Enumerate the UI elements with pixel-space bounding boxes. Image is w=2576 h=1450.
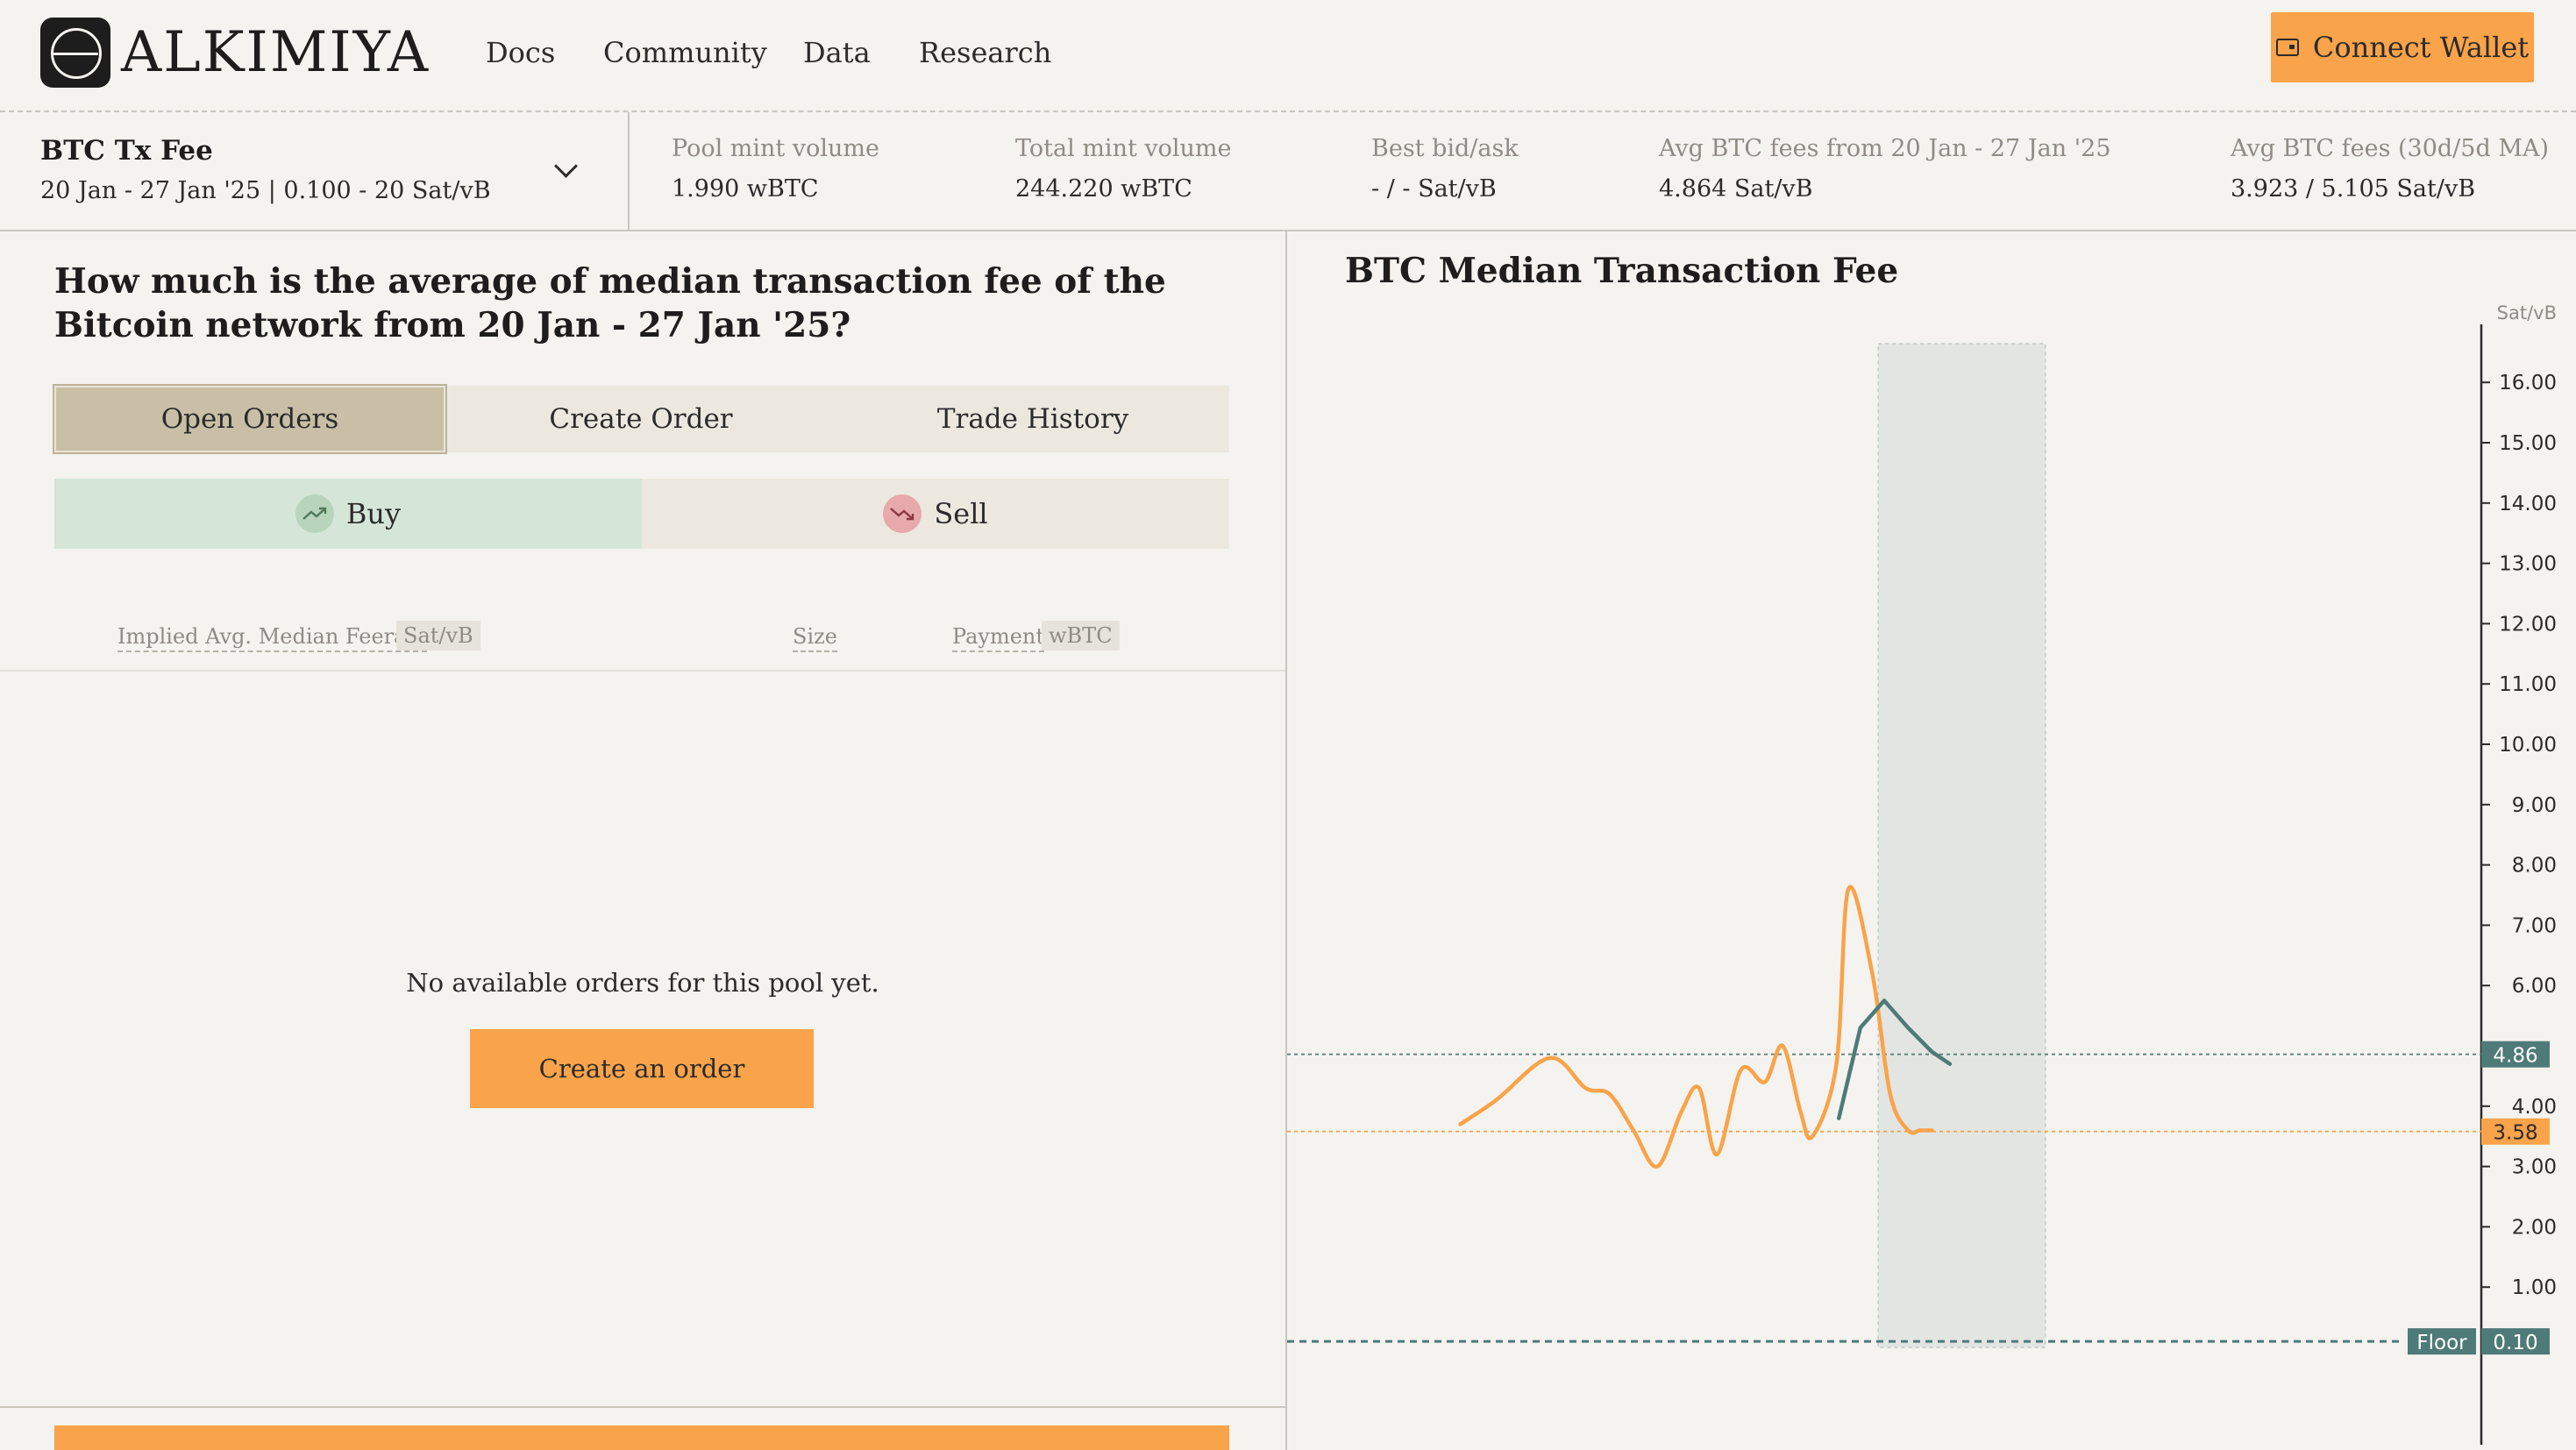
settlement-period-band	[1877, 343, 2046, 1348]
reference-value-badge	[2481, 1041, 2550, 1068]
connect-wallet-label: Connect Wallet	[2312, 31, 2530, 64]
stat-value: 4.864 Sat/vB	[1659, 175, 1813, 203]
stat-label: Total mint volume	[1015, 135, 1232, 162]
y-tick-label: 15.00	[2499, 432, 2557, 455]
stat-avg-btc-fees-ma: Avg BTC fees (30d/5d MA) 3.923 / 5.105 S…	[2231, 133, 2549, 205]
header-divider	[0, 670, 1285, 672]
logo-line	[53, 53, 98, 55]
tab-create-order[interactable]: Create Order	[549, 403, 733, 435]
chevron-down-icon[interactable]	[554, 154, 578, 178]
reference-value-badge	[2481, 1328, 2550, 1355]
y-axis-unit-label: Sat/vB	[2497, 302, 2557, 323]
payment-unit-tag: wBTC	[1042, 621, 1120, 650]
stat-label: Pool mint volume	[672, 135, 879, 162]
stat-value: 244.220 wBTC	[1015, 175, 1192, 203]
brand-name[interactable]: ALKIMIYA	[121, 20, 431, 85]
order-tabs: Open Orders Create Order Trade History	[54, 386, 1229, 452]
reference-value-badge	[2481, 1118, 2550, 1145]
y-tick-label: 13.00	[2499, 553, 2557, 576]
y-tick-label: 4.00	[2512, 1096, 2557, 1119]
nav-community[interactable]: Community	[603, 36, 767, 69]
create-order-button[interactable]: Create an order	[470, 1029, 814, 1108]
pool-stats-bar: BTC Tx Fee 20 Jan - 27 Jan '25 | 0.100 -…	[0, 112, 2576, 231]
buy-toggle[interactable]: Buy	[54, 479, 642, 549]
y-tick-label: 11.00	[2499, 673, 2557, 696]
floor-badge	[2408, 1328, 2476, 1355]
y-tick-label: 7.00	[2512, 914, 2557, 937]
pool-selector-dropdown[interactable]: BTC Tx Fee 20 Jan - 27 Jan '25 | 0.100 -…	[0, 112, 630, 230]
trending-down-icon	[883, 494, 922, 533]
nav-docs[interactable]: Docs	[486, 36, 556, 69]
stat-pool-mint-volume: Pool mint volume 1.990 wBTC	[672, 133, 879, 205]
reference-value-label: 4.86	[2493, 1045, 2537, 1068]
pool-question: How much is the average of median transa…	[54, 261, 1166, 345]
stat-value: 1.990 wBTC	[672, 175, 819, 203]
sell-toggle[interactable]: Sell	[642, 479, 1229, 549]
pool-subtitle: 20 Jan - 27 Jan '25 | 0.100 - 20 Sat/vB	[40, 177, 491, 204]
y-tick-label: 8.00	[2512, 855, 2557, 878]
buy-label: Buy	[345, 497, 402, 530]
pool-name: BTC Tx Fee	[40, 135, 213, 167]
wallet-icon	[2275, 39, 2299, 56]
nav-data[interactable]: Data	[803, 36, 871, 69]
y-tick-label: 14.00	[2499, 493, 2557, 515]
y-tick-label: 10.00	[2499, 734, 2557, 757]
logo-ring	[51, 28, 102, 79]
y-tick-label: 6.00	[2512, 975, 2557, 998]
tab-trade-history[interactable]: Trade History	[936, 403, 1129, 435]
order-panel: How much is the average of median transa…	[0, 231, 1287, 1450]
stat-value: - / - Sat/vB	[1371, 175, 1497, 203]
y-tick-label: 3.00	[2512, 1156, 2557, 1179]
y-tick-label: 1.00	[2512, 1276, 2557, 1299]
column-header-size[interactable]: Size	[793, 622, 837, 652]
nav-research[interactable]: Research	[919, 36, 1052, 69]
sell-label: Sell	[934, 497, 988, 530]
y-tick-label: 12.00	[2499, 613, 2557, 636]
y-tick-label: 2.00	[2512, 1216, 2557, 1239]
stat-value: 3.923 / 5.105 Sat/vB	[2231, 175, 2476, 203]
connect-wallet-button[interactable]: Connect Wallet	[2271, 12, 2534, 82]
fee-chart: Sat/vB 16.00 15.00 14.00 13.00 12.00 11.00 10.0…	[1287, 302, 2557, 1445]
column-header-payment[interactable]: Payment	[952, 622, 1044, 652]
series-running-average-line	[1836, 999, 1953, 1120]
y-tick-label: 16.00	[2499, 372, 2557, 394]
empty-orders-message: No available orders for this pool yet.	[406, 968, 879, 998]
top-navbar: ALKIMIYA Docs Community Data Research Co…	[0, 0, 2576, 112]
column-header-feerate[interactable]: Implied Avg. Median Feerate	[117, 622, 428, 652]
feerate-unit-tag: Sat/vB	[396, 621, 480, 650]
y-tick-label: 9.00	[2512, 794, 2557, 817]
tab-open-orders[interactable]: Open Orders	[54, 386, 445, 452]
stat-avg-btc-fees-period: Avg BTC fees from 20 Jan - 27 Jan '25 4.…	[1659, 133, 2111, 205]
reference-value-label: 0.10	[2493, 1332, 2537, 1354]
stat-total-mint-volume: Total mint volume 244.220 wBTC	[1015, 133, 1232, 205]
stat-best-bid-ask: Best bid/ask - / - Sat/vB	[1371, 133, 1519, 205]
stat-label: Avg BTC fees from 20 Jan - 27 Jan '25	[1659, 135, 2111, 162]
stat-label: Best bid/ask	[1371, 135, 1519, 162]
trending-up-icon	[295, 494, 334, 533]
chart-title: BTC Median Transaction Fee	[1345, 251, 1899, 291]
alkimiya-logo-icon[interactable]	[40, 18, 110, 88]
stat-label: Avg BTC fees (30d/5d MA)	[2231, 135, 2549, 162]
panel-divider	[0, 1406, 1285, 1408]
bottom-action-bar[interactable]	[54, 1425, 1229, 1450]
floor-label: Floor	[2416, 1332, 2467, 1354]
reference-value-label: 3.58	[2493, 1122, 2537, 1145]
